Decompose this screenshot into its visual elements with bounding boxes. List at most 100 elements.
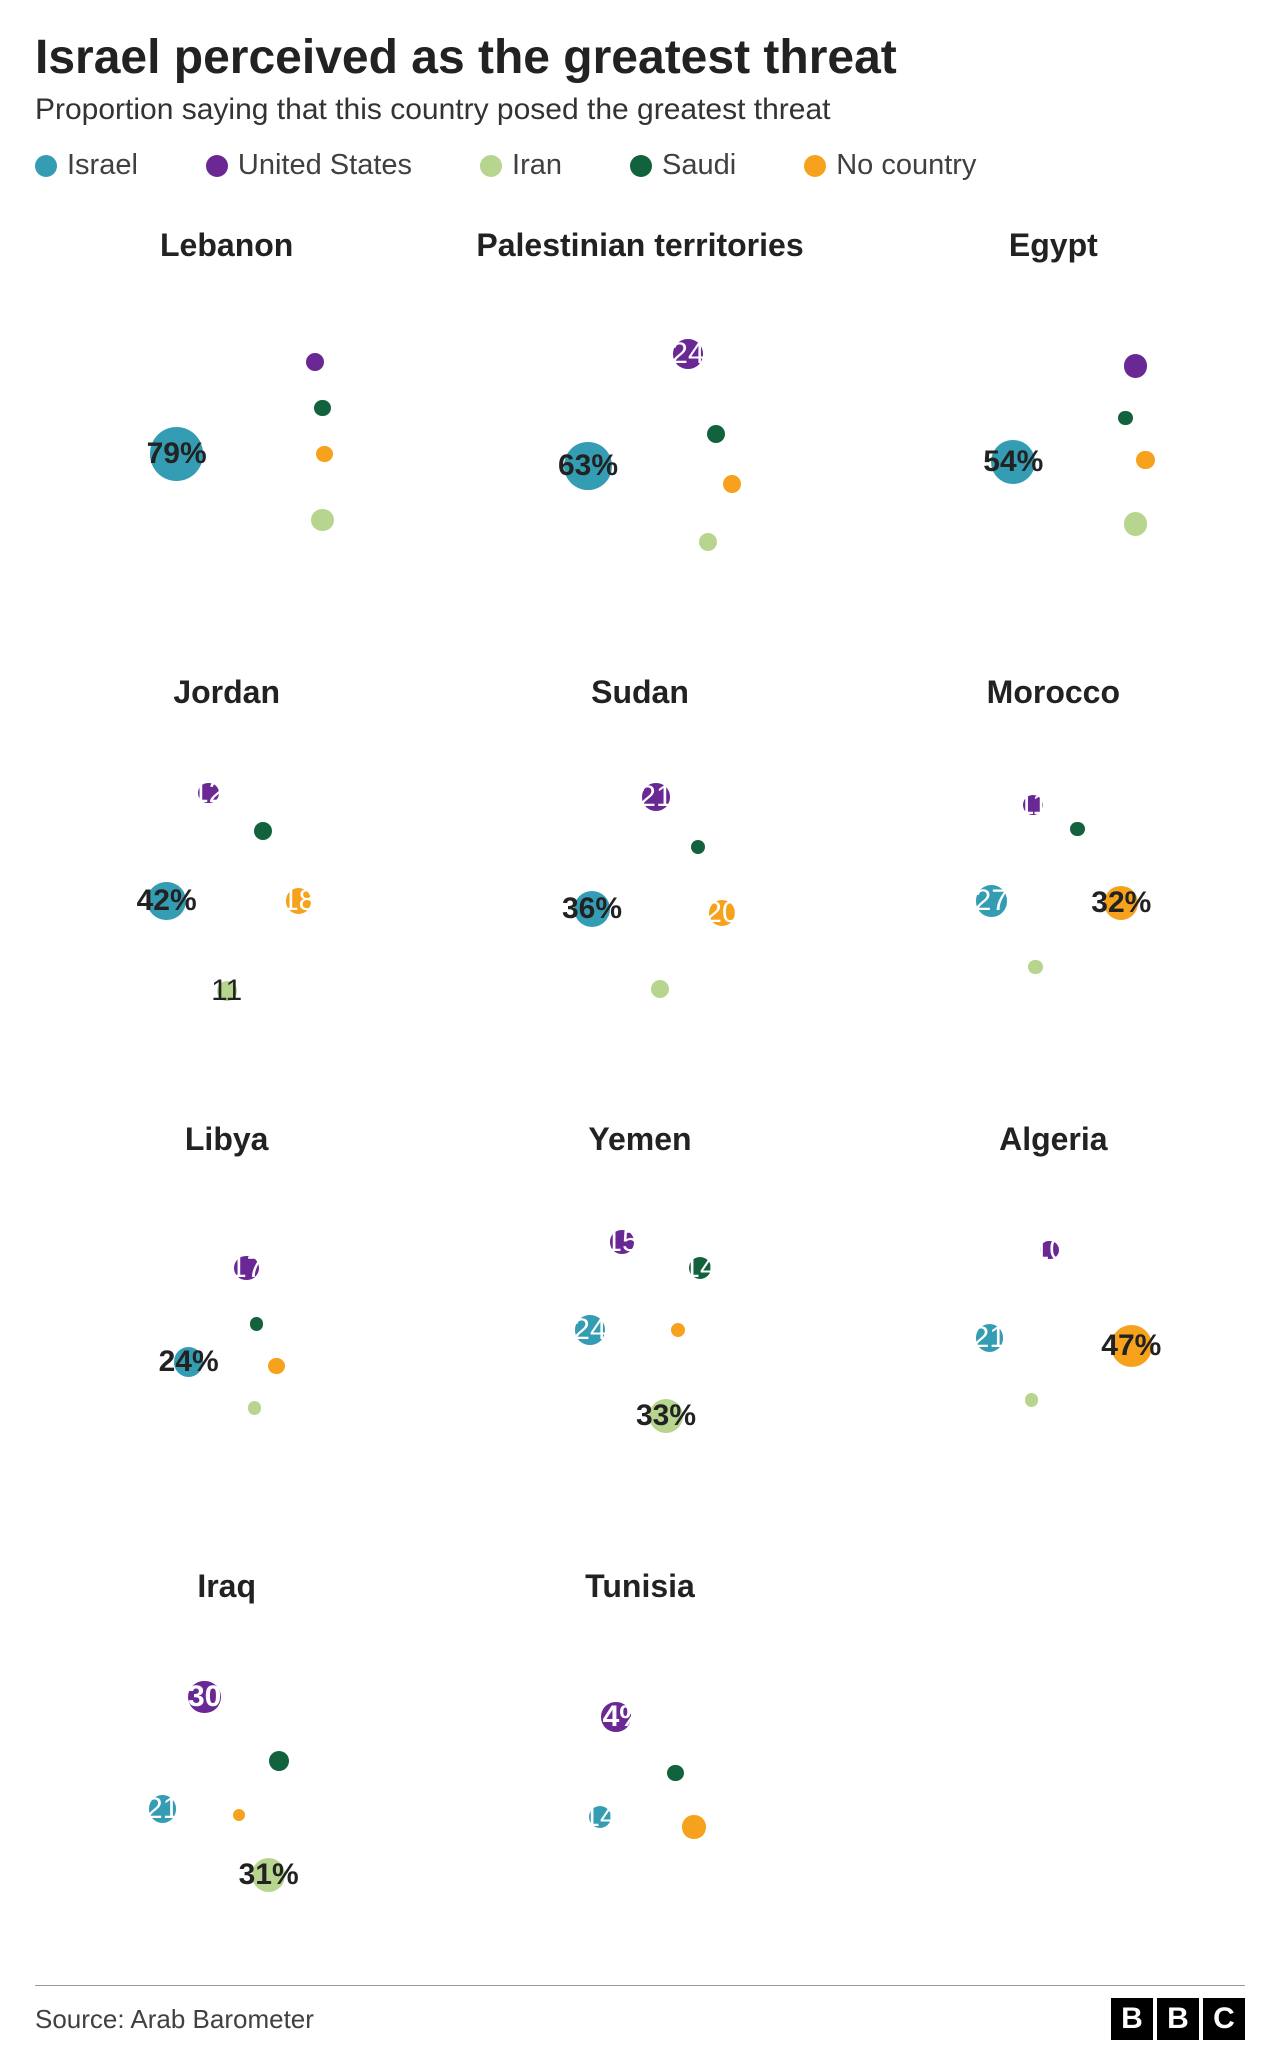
legend-dot-icon	[206, 155, 228, 177]
legend-item-israel: Israel	[35, 149, 138, 182]
panel-title: Algeria	[999, 1121, 1107, 1158]
bubble-cluster: 21 36% 20	[460, 731, 820, 1051]
legend-dot-icon	[804, 155, 826, 177]
bubble-value-label: 63%	[558, 451, 618, 481]
panels-grid: Lebanon 79% Palestinian territories 24 63% Eg…	[35, 227, 1245, 1945]
bubble-saudi	[250, 1317, 263, 1330]
bubble-nocountry: 18	[286, 888, 311, 913]
bubble-us	[306, 353, 324, 371]
bubble-israel: 63%	[564, 442, 612, 490]
footer: Source: Arab Barometer BBC	[35, 1985, 1245, 2040]
bubble-israel: 79%	[150, 427, 203, 480]
bubble-value-label: 24%	[586, 1702, 646, 1732]
panel: Yemen15142433%	[448, 1121, 831, 1498]
bubble-iran: 11	[217, 981, 237, 1001]
legend-label: No country	[836, 149, 976, 182]
bubble-saudi: 14	[689, 1257, 711, 1279]
bubble-nocountry	[671, 1323, 686, 1338]
chart-subtitle: Proportion saying that this country pose…	[35, 93, 1245, 127]
bubble-us: 21	[642, 783, 669, 810]
bubble-us	[1124, 354, 1147, 377]
panel: Iraq 30 21 31%	[35, 1568, 418, 1945]
bubble-value-label: 11	[211, 976, 242, 1006]
bubble-iran	[1025, 1393, 1038, 1406]
bubble-us: 11	[1023, 795, 1043, 815]
bubble-value-label: 20	[705, 898, 738, 928]
bubble-nocountry: 32%	[1104, 886, 1138, 920]
panel-title: Sudan	[591, 674, 689, 711]
panel-title: Palestinian territories	[476, 227, 803, 264]
bubble-nocountry	[723, 475, 741, 493]
bubble-cluster: 15142433%	[460, 1178, 820, 1498]
bbc-logo-letter: B	[1157, 1998, 1199, 2040]
bubble-cluster: 24% 14	[460, 1625, 820, 1945]
legend-label: Israel	[67, 149, 138, 182]
panel: Morocco 11 27 32%	[862, 674, 1245, 1051]
bubble-value-label: 31%	[239, 1860, 299, 1890]
bubble-value-label: 15	[605, 1227, 638, 1257]
bubble-saudi	[667, 1765, 684, 1782]
bubble-us: 30	[188, 1681, 221, 1714]
bubble-iran: 33%	[649, 1399, 683, 1433]
legend-item-us: United States	[206, 149, 412, 182]
bubble-cluster: 102147%	[873, 1178, 1233, 1498]
bubble-cluster: 1724%	[47, 1178, 407, 1498]
bubble-iran	[1028, 960, 1043, 975]
bubble-us: 24	[673, 339, 702, 368]
panel: Libya1724%	[35, 1121, 418, 1498]
bubble-value-label: 18	[282, 886, 315, 916]
bubble-us: 17	[234, 1256, 259, 1281]
bubble-value-label: 24	[671, 339, 704, 369]
bubble-cluster: 30 21 31%	[47, 1625, 407, 1945]
bubble-value-label: 36%	[562, 894, 622, 924]
bubble-nocountry	[268, 1358, 285, 1375]
bubble-israel: 27	[976, 885, 1007, 916]
panel-title: Iraq	[197, 1568, 256, 1605]
panel-title: Tunisia	[585, 1568, 695, 1605]
legend-item-iran: Iran	[480, 149, 562, 182]
bubble-value-label: 17	[230, 1253, 263, 1283]
bubble-nocountry	[682, 1815, 705, 1838]
bubble-iran	[1124, 512, 1147, 535]
bubble-us: 12	[198, 783, 219, 804]
bubble-nocountry	[233, 1809, 245, 1821]
legend-label: United States	[238, 149, 412, 182]
panel: Algeria 102147%	[862, 1121, 1245, 1498]
panel-title: Lebanon	[160, 227, 293, 264]
source-label: Source: Arab Barometer	[35, 2004, 314, 2035]
bubble-israel: 21	[149, 1795, 176, 1822]
bubble-cluster: 11 27 32%	[873, 731, 1233, 1051]
bubble-iran	[651, 980, 669, 998]
bubble-israel: 54%	[991, 440, 1035, 484]
legend-item-saudi: Saudi	[630, 149, 736, 182]
bubble-israel: 42%	[147, 882, 186, 921]
bubble-value-label: 11	[1018, 790, 1049, 820]
legend-dot-icon	[480, 155, 502, 177]
bubble-saudi	[1070, 822, 1085, 837]
bubble-value-label: 14	[583, 1802, 616, 1832]
bubble-iran: 31%	[252, 1858, 285, 1891]
legend-item-nocountry: No country	[804, 149, 976, 182]
bubble-iran	[248, 1401, 261, 1414]
bubble-israel: 14	[589, 1806, 611, 1828]
panel: Sudan 21 36% 20	[448, 674, 831, 1051]
bubble-value-label: 21	[146, 1794, 179, 1824]
bubble-nocountry	[316, 446, 333, 463]
panel-title: Morocco	[987, 674, 1120, 711]
bubble-israel: 36%	[574, 891, 610, 927]
bubble-saudi	[1118, 411, 1133, 426]
bbc-logo-letter: C	[1203, 1998, 1245, 2040]
panel: Egypt54%	[862, 227, 1245, 604]
bubble-value-label: 42%	[137, 886, 197, 916]
bubble-cluster: 24 63%	[460, 284, 820, 604]
bubble-cluster: 54%	[873, 284, 1233, 604]
chart-title: Israel perceived as the greatest threat	[35, 30, 1245, 85]
bubble-saudi	[691, 840, 706, 855]
legend: Israel United States Iran Saudi No country	[35, 149, 1245, 182]
bubble-value-label: 14	[683, 1253, 716, 1283]
panel: Lebanon 79%	[35, 227, 418, 604]
bubble-value-label: 21	[639, 782, 672, 812]
legend-dot-icon	[630, 155, 652, 177]
bubble-value-label: 54%	[983, 447, 1043, 477]
bubble-value-label: 21	[973, 1323, 1006, 1353]
